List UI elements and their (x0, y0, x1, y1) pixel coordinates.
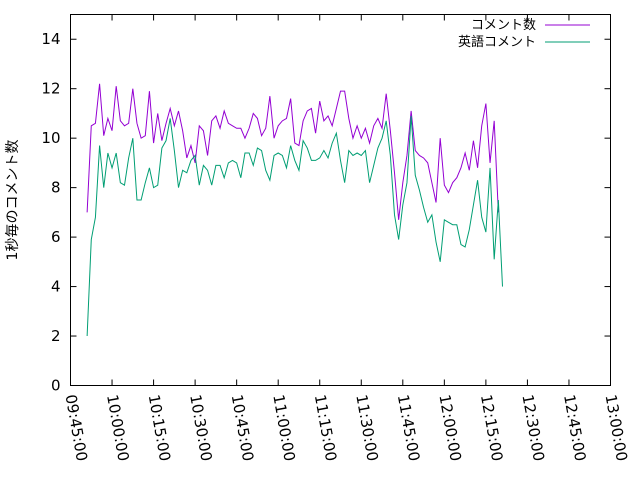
x-tick-label: 09:45:00 (62, 393, 91, 462)
x-tick-label: 11:00:00 (269, 393, 298, 462)
x-tick-label: 11:30:00 (352, 393, 381, 462)
legend-label-comments: コメント数 (471, 18, 536, 33)
x-tick-label: 10:00:00 (103, 393, 132, 462)
series-line-english (86, 115, 503, 337)
x-tick-label: 13:00:00 (602, 393, 631, 462)
y-tick-label: 14 (41, 30, 60, 48)
x-tick-label: 10:45:00 (228, 393, 257, 462)
x-tick-label: 11:15:00 (311, 393, 340, 462)
y-tick-label: 8 (51, 179, 61, 197)
legend: コメント数 英語コメント (458, 18, 590, 50)
series-line-comments (86, 83, 499, 220)
plot-frame (70, 14, 611, 386)
x-tick-label: 12:15:00 (477, 393, 506, 462)
x-tick-label: 12:00:00 (435, 393, 464, 462)
series-lines (86, 83, 503, 337)
y-tick-label: 6 (51, 228, 61, 246)
legend-label-english: 英語コメント (458, 34, 536, 50)
x-tick-label: 10:15:00 (145, 393, 174, 462)
x-tick-label: 11:45:00 (394, 393, 423, 462)
y-tick-label: 4 (51, 278, 61, 296)
axis-ticks: 0 2 4 6 8 10 12 14 09:45:00 10:00:00 10:15:00 10:30… (41, 14, 631, 463)
y-tick-label: 2 (51, 327, 61, 345)
y-tick-label: 10 (41, 129, 60, 147)
y-axis-label: 1秒毎のコメント数 (5, 140, 21, 261)
x-tick-label: 12:30:00 (518, 393, 547, 462)
y-tick-label: 0 (51, 377, 61, 395)
x-tick-label: 12:45:00 (560, 393, 589, 462)
y-tick-label: 12 (41, 80, 60, 98)
x-tick-label: 10:30:00 (186, 393, 215, 462)
